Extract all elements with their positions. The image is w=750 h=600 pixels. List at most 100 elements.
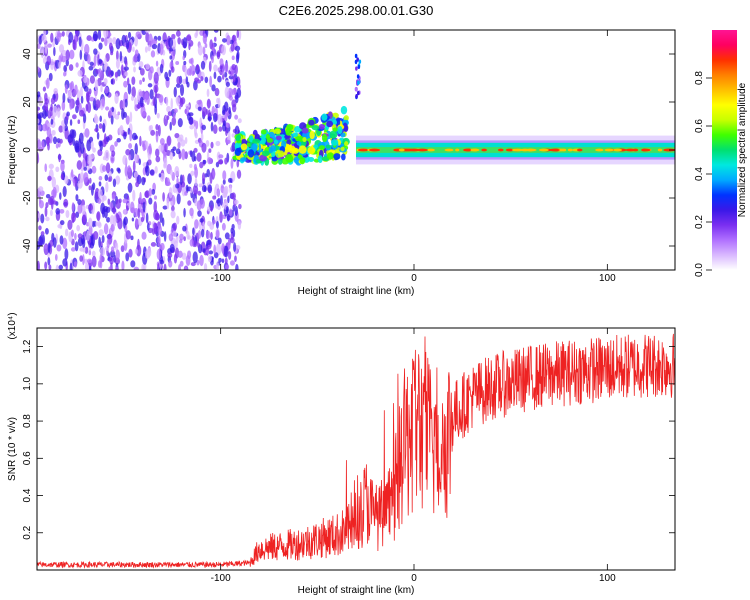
heat-cell — [107, 37, 113, 45]
heat-cell — [368, 148, 381, 152]
heat-cell — [90, 141, 94, 150]
heat-cell — [231, 55, 235, 61]
heat-cell — [106, 216, 111, 223]
heat-cell — [273, 128, 282, 134]
spectrogram-y-axis-label: Frequency (Hz) — [7, 116, 18, 185]
heat-cell — [98, 175, 103, 181]
heat-cell — [252, 138, 261, 144]
heat-cell — [157, 235, 161, 247]
heat-cell — [158, 173, 162, 178]
heat-cell — [302, 137, 307, 143]
heat-cell — [175, 148, 181, 155]
heat-cell — [101, 197, 105, 203]
heat-cell — [72, 38, 76, 50]
heat-cell — [455, 148, 460, 152]
heat-cell — [181, 148, 186, 161]
heat-cell — [86, 154, 93, 166]
heat-cell — [187, 200, 192, 206]
colorbar-tick-label: 0.4 — [694, 167, 705, 181]
heat-cell — [86, 53, 91, 65]
heat-cell — [465, 148, 472, 152]
heat-cell — [201, 124, 206, 131]
heat-cell — [355, 94, 358, 99]
heat-cell — [95, 99, 101, 109]
heat-cell — [318, 124, 326, 130]
heat-cell — [138, 61, 144, 68]
heat-cell — [177, 37, 181, 45]
heat-cell — [193, 163, 197, 171]
heat-cell — [142, 143, 146, 152]
heat-cell — [124, 71, 129, 77]
snr-x-tick-label: 0 — [411, 573, 417, 584]
colorbar-label: Normalized spectral amplitude — [737, 82, 748, 217]
heat-cell — [330, 139, 339, 146]
heat-cell — [158, 94, 164, 103]
heat-cell — [127, 31, 132, 39]
heat-cell — [277, 158, 283, 165]
heat-cell — [77, 199, 82, 205]
heat-cell — [115, 266, 119, 270]
heat-cell — [166, 115, 170, 120]
heat-cell — [234, 199, 239, 205]
heat-cell — [231, 99, 237, 108]
heat-cell — [79, 49, 83, 60]
heat-cell — [88, 250, 92, 256]
heat-cell — [132, 46, 135, 52]
snr-x-axis-label: Height of straight line (km) — [298, 585, 415, 596]
heat-cell — [48, 264, 52, 270]
heat-cell — [173, 253, 178, 264]
heat-cell — [99, 254, 103, 265]
heat-cell — [62, 92, 66, 103]
heat-cell — [53, 88, 58, 95]
heat-cell — [136, 104, 142, 109]
heat-cell — [577, 148, 583, 152]
heat-cell — [113, 215, 117, 227]
heat-cell — [111, 106, 115, 113]
heat-cell — [191, 150, 196, 163]
heat-cell — [98, 229, 104, 236]
heat-cell — [199, 254, 204, 267]
snr-y-tick-label: 1.2 — [22, 339, 33, 353]
heat-cell — [38, 112, 44, 119]
heat-cell — [294, 126, 302, 133]
heat-cell — [357, 80, 360, 85]
heat-cell — [62, 123, 65, 134]
heat-cell — [75, 62, 79, 68]
heat-cell — [215, 229, 220, 239]
heat-cell — [64, 228, 69, 237]
heat-cell — [217, 197, 221, 207]
heat-cell — [108, 42, 113, 51]
heat-cell — [161, 217, 165, 227]
heat-cell — [86, 35, 92, 42]
heat-cell — [104, 57, 107, 68]
heat-cell — [231, 142, 236, 152]
heat-cell — [123, 111, 127, 119]
snr-x-tick-label: 100 — [599, 573, 616, 584]
heat-cell — [149, 124, 153, 131]
heat-cell — [354, 87, 358, 92]
heat-cell — [41, 140, 45, 151]
heat-cell — [208, 250, 214, 255]
heat-cell — [155, 148, 160, 158]
heat-cell — [64, 248, 69, 261]
heat-cell — [72, 114, 77, 120]
heat-cell — [74, 241, 79, 252]
heat-cell — [159, 43, 164, 56]
heat-cell — [146, 95, 150, 106]
heat-cell — [170, 66, 175, 73]
heat-cell — [71, 212, 77, 223]
heat-cell — [38, 186, 44, 192]
heat-cell — [139, 135, 142, 147]
heat-cell — [212, 112, 218, 123]
heat-cell — [66, 111, 70, 117]
heat-cell — [94, 79, 99, 92]
heat-cell — [141, 263, 145, 270]
heat-cell — [123, 131, 127, 140]
heat-cell — [112, 206, 116, 215]
heat-cell — [162, 192, 165, 202]
heat-cell — [48, 163, 54, 169]
heat-cell — [56, 244, 62, 252]
heat-cell — [231, 88, 237, 96]
heat-cell — [90, 234, 94, 246]
heat-cell — [173, 86, 177, 98]
